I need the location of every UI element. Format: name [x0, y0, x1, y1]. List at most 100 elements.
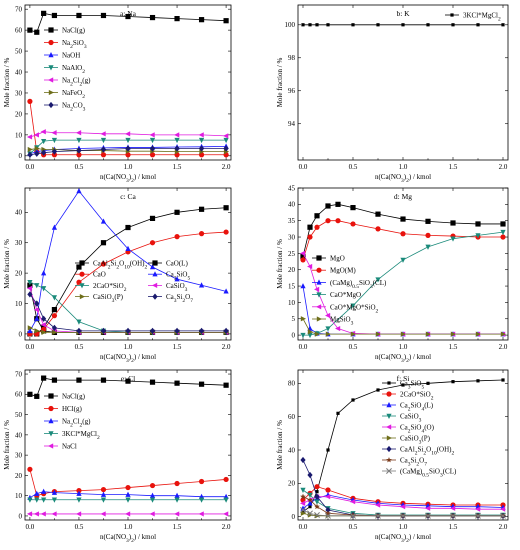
data-point [325, 203, 331, 209]
data-point [125, 131, 131, 137]
x-axis-label: n(Ca(NO3)2) / kmol [375, 353, 431, 364]
series [27, 282, 229, 335]
legend-label: 3KCl*MgCl2 [62, 430, 100, 441]
legend: CaAl2Si2O10(OH)2 CaO(L) CaO Ca3SiO5 2CaO*SiO… [75, 260, 193, 304]
data-point [300, 510, 306, 516]
y-tick-label: 70 [15, 370, 23, 378]
data-point [335, 325, 341, 332]
legend-swatch-marker [48, 39, 54, 46]
data-point [198, 137, 205, 144]
data-point [325, 312, 331, 319]
y-axis-label: Mole fraction / % [3, 239, 11, 289]
data-point [51, 137, 58, 144]
series [27, 291, 229, 334]
legend-label: NaAlO2 [62, 64, 85, 75]
y-tick-label: 15 [288, 282, 296, 290]
x-tick-label: 2.0 [499, 343, 508, 351]
data-point [350, 499, 356, 505]
data-point [500, 506, 506, 512]
data-point [198, 327, 205, 334]
data-point [376, 388, 380, 392]
data-point [500, 331, 506, 337]
data-point [76, 188, 82, 194]
x-tick-label: 1.5 [173, 163, 182, 171]
data-point [325, 487, 331, 493]
legend-label: (CaMg)0.5SiO3(CL) [330, 279, 387, 290]
data-point [27, 466, 33, 472]
data-point [34, 328, 40, 334]
data-point [40, 129, 46, 135]
legend-swatch-marker [79, 283, 85, 289]
x-tick-label: 1.5 [449, 523, 458, 531]
data-point [125, 497, 131, 503]
data-point [350, 221, 356, 227]
data-point [308, 23, 312, 27]
data-point [41, 315, 47, 322]
data-point [375, 277, 381, 283]
data-point [198, 478, 205, 485]
data-point [325, 512, 331, 519]
x-tick-label: 1.0 [399, 523, 408, 531]
legend-swatch-marker [48, 77, 54, 83]
data-point [300, 493, 306, 500]
data-point [34, 393, 40, 399]
data-point [174, 380, 180, 386]
legend-swatch-marker [386, 457, 392, 463]
data-point [426, 381, 430, 385]
data-point [501, 378, 505, 382]
legend-swatch-marker [386, 413, 392, 419]
legend: Ca3SiO52CaO*SiO2Ca2SiO4(L)CaSiO3Ca2SiO4(… [382, 380, 457, 479]
legend-label: Ca3SiO5 [166, 271, 190, 282]
data-point [100, 240, 107, 246]
legend-swatch-marker [386, 424, 392, 430]
data-point [27, 280, 33, 286]
data-point [336, 411, 340, 415]
data-point [425, 244, 431, 250]
x-tick-label: 1.0 [124, 523, 133, 531]
data-point [76, 497, 82, 503]
y-tick-label: 70 [15, 6, 23, 14]
y-tick-label: 50 [15, 47, 23, 55]
data-point [223, 137, 229, 144]
data-point [149, 14, 156, 21]
legend-label: Na2CO3 [62, 102, 86, 113]
y-tick-label: 100 [285, 21, 296, 29]
data-point [33, 511, 39, 517]
data-point [223, 288, 229, 294]
data-point [34, 145, 40, 152]
legend-label: NaCl(g) [62, 393, 86, 401]
legend-swatch-marker [152, 293, 158, 300]
data-point [76, 147, 82, 154]
data-point [450, 512, 456, 519]
legend-label: 3KCl*MgCl2 [463, 12, 501, 23]
data-point [51, 307, 58, 313]
y-tick-label: 60 [15, 27, 23, 35]
chart-panel: b: K 0.0 0.5 1.0 1.5 2.0 94 96 98 100 n(Ca(NO3)2) … [276, 4, 509, 184]
data-point [307, 224, 313, 230]
x-tick-label: 0.5 [349, 523, 358, 531]
y-tick-label: 30 [15, 239, 23, 247]
data-point [450, 236, 456, 242]
data-point [76, 488, 82, 494]
data-point [375, 226, 381, 232]
plot-frame [297, 4, 509, 161]
series [300, 229, 506, 339]
data-point [315, 23, 319, 27]
data-point [41, 270, 47, 276]
data-point [401, 383, 405, 387]
data-point [198, 206, 205, 212]
data-point [100, 137, 107, 144]
data-point [301, 510, 305, 514]
x-tick-label: 2.0 [499, 163, 508, 171]
data-point [300, 332, 306, 339]
data-point [335, 201, 341, 207]
x-tick-label: 0.0 [299, 343, 308, 351]
x-tick-label: 1.0 [399, 163, 408, 171]
data-point [27, 146, 33, 153]
data-point [223, 511, 229, 517]
y-tick-label: 10 [15, 492, 23, 500]
x-tick-label: 0.5 [349, 163, 358, 171]
data-point [223, 497, 229, 503]
legend-swatch-marker [48, 431, 54, 437]
legend-label: CaO*MgO*SiO2 [330, 303, 379, 314]
